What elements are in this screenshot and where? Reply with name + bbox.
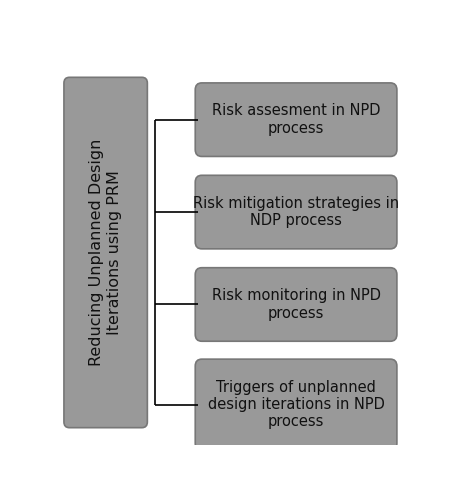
FancyBboxPatch shape <box>195 359 397 450</box>
Text: Reducing Unplanned Design
Iterations using PRM: Reducing Unplanned Design Iterations usi… <box>89 139 122 366</box>
Text: Risk monitoring in NPD
process: Risk monitoring in NPD process <box>212 288 380 320</box>
FancyBboxPatch shape <box>195 83 397 156</box>
FancyBboxPatch shape <box>195 268 397 341</box>
Text: Triggers of unplanned
design iterations in NPD
process: Triggers of unplanned design iterations … <box>208 380 385 430</box>
FancyBboxPatch shape <box>195 176 397 249</box>
Text: Risk assesment in NPD
process: Risk assesment in NPD process <box>212 104 380 136</box>
FancyBboxPatch shape <box>64 78 147 428</box>
Text: Risk mitigation strategies in
NDP process: Risk mitigation strategies in NDP proces… <box>193 196 399 228</box>
